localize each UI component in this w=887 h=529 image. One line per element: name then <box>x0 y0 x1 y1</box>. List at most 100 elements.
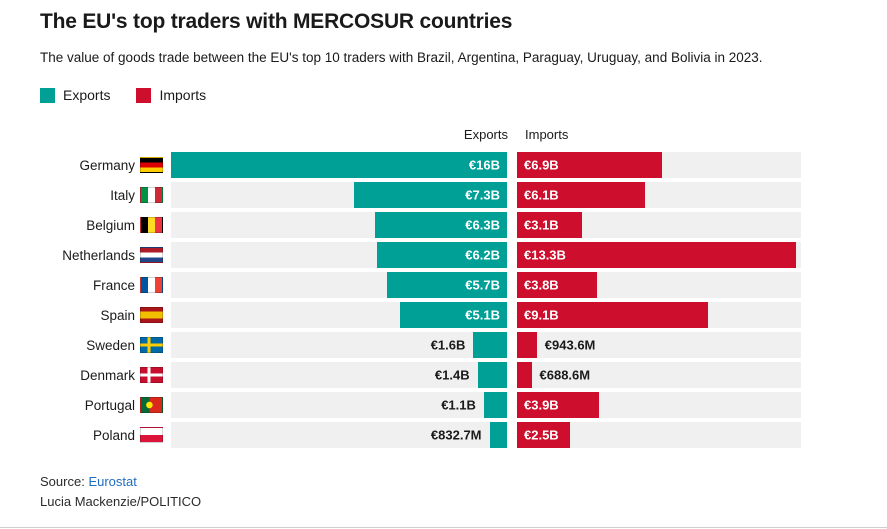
import-track: €9.1B <box>517 302 801 329</box>
import-bar <box>517 272 597 299</box>
export-value-label: €5.7B <box>465 277 500 293</box>
export-track: €5.7B <box>171 272 507 299</box>
country-label: Portugal <box>84 397 135 413</box>
import-track: €3.1B <box>517 212 801 239</box>
import-bar <box>517 242 797 269</box>
export-bar <box>489 422 507 449</box>
source-line: Source: Eurostat <box>40 474 842 489</box>
import-value-label: €3.8B <box>524 277 559 293</box>
country-label: Poland <box>92 427 135 443</box>
chart-row-italy: Italy €7.3B €6.1B <box>40 180 842 210</box>
export-track: €1.1B <box>171 392 507 419</box>
import-track: €943.6M <box>517 332 801 359</box>
chart-footer: Source: Eurostat Lucia Mackenzie/POLITIC… <box>40 474 842 509</box>
import-track: €2.5B <box>517 422 801 449</box>
column-header-gap <box>511 127 521 142</box>
legend-item-exports: Exports <box>40 87 110 103</box>
spain-flag-icon <box>140 307 163 324</box>
chart-row-denmark: Denmark €1.4B €688.6M <box>40 360 842 390</box>
export-value-label: €832.7M <box>430 427 482 443</box>
import-value-label: €9.1B <box>524 307 559 323</box>
export-track: €1.6B <box>171 332 507 359</box>
export-track: €6.3B <box>171 212 507 239</box>
country-label: Sweden <box>86 337 135 353</box>
import-value-label: €3.1B <box>524 217 559 233</box>
import-value-label: €943.6M <box>544 337 596 353</box>
export-value-label: €5.1B <box>465 307 500 323</box>
source-prefix: Source: <box>40 474 85 490</box>
country-label: Denmark <box>80 367 135 383</box>
import-track: €13.3B <box>517 242 801 269</box>
export-value-label: €1.6B <box>430 337 466 353</box>
import-value-label: €6.9B <box>524 157 559 173</box>
legend-item-imports: Imports <box>136 87 206 103</box>
chart-row-portugal: Portugal €1.1B €3.9B <box>40 390 842 420</box>
legend: Exports Imports <box>40 87 842 103</box>
import-bar <box>517 422 570 449</box>
import-bar <box>517 302 709 329</box>
chart-row-poland: Poland €832.7M €2.5B <box>40 420 842 450</box>
chart-rows: Germany €16B €6.9B Italy €7.3B €6.1B Belgium €6… <box>40 150 842 450</box>
country-label: Netherlands <box>62 247 135 263</box>
column-headers: Exports Imports <box>172 127 842 142</box>
export-bar <box>387 272 507 299</box>
export-bar <box>376 242 507 269</box>
chart-row-netherlands: Netherlands €6.2B €13.3B <box>40 240 842 270</box>
export-track: €5.1B <box>171 302 507 329</box>
export-value-label: €1.1B <box>441 397 476 413</box>
export-track: €16B <box>171 152 507 179</box>
export-track: €7.3B <box>171 182 507 209</box>
import-track: €6.1B <box>517 182 801 209</box>
chart-row-sweden: Sweden €1.6B €943.6M <box>40 330 842 360</box>
export-bar <box>483 392 507 419</box>
import-bar <box>517 212 583 239</box>
legend-exports-label: Exports <box>63 87 111 104</box>
import-track: €3.9B <box>517 392 801 419</box>
export-bar <box>399 302 507 329</box>
import-track: €3.8B <box>517 272 801 299</box>
poland-flag-icon <box>140 427 163 444</box>
page-title: The EU's top traders with MERCOSUR count… <box>40 10 513 33</box>
country-label: Italy <box>110 187 135 203</box>
legend-imports-label: Imports <box>159 87 207 104</box>
import-track: €6.9B <box>517 152 801 179</box>
chart-subtitle: The value of goods trade between the EU'… <box>40 49 763 65</box>
import-bar <box>517 152 662 179</box>
export-value-label: €7.3B <box>465 187 500 203</box>
import-bar <box>517 182 646 209</box>
chart-row-france: France €5.7B €3.8B <box>40 270 842 300</box>
chart-row-germany: Germany €16B €6.9B <box>40 150 842 180</box>
export-value-label: €6.3B <box>465 217 500 233</box>
import-value-label: €688.6M <box>539 367 591 383</box>
export-bar <box>374 212 507 239</box>
import-track: €688.6M <box>517 362 801 389</box>
import-bar <box>517 362 532 389</box>
portugal-flag-icon <box>140 397 163 414</box>
bottom-divider <box>0 527 887 528</box>
import-value-label: €3.9B <box>524 397 559 413</box>
export-bar <box>473 332 507 359</box>
chart-row-spain: Spain €5.1B €9.1B <box>40 300 842 330</box>
exports-column-header: Exports <box>463 127 508 143</box>
import-bar <box>517 332 537 359</box>
export-value-label: €1.4B <box>434 367 470 383</box>
import-bar <box>517 392 599 419</box>
country-label: Germany <box>79 157 135 173</box>
imports-swatch-icon <box>136 87 152 103</box>
export-bar <box>353 182 507 209</box>
denmark-flag-icon <box>140 367 163 384</box>
export-bar <box>171 152 507 179</box>
import-value-label: €2.5B <box>524 427 559 443</box>
source-link[interactable]: Eurostat <box>88 474 137 490</box>
imports-column-header: Imports <box>525 127 569 143</box>
export-track: €832.7M <box>171 422 507 449</box>
netherlands-flag-icon <box>140 247 163 264</box>
belgium-flag-icon <box>140 217 163 234</box>
country-label: France <box>92 277 135 293</box>
italy-flag-icon <box>140 187 163 204</box>
import-value-label: €6.1B <box>524 187 559 203</box>
germany-flag-icon <box>140 157 163 174</box>
sweden-flag-icon <box>140 337 163 354</box>
import-value-label: €13.3B <box>524 247 566 263</box>
exports-swatch-icon <box>40 87 55 103</box>
